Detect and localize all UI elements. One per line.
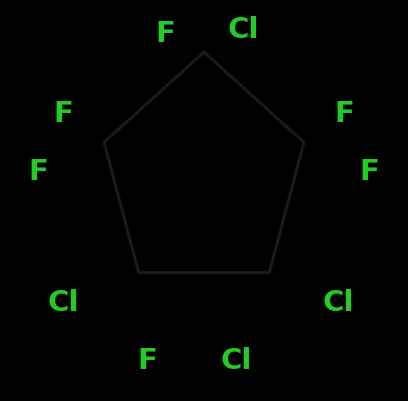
Text: Cl: Cl xyxy=(323,289,355,317)
Text: F: F xyxy=(359,158,379,186)
Text: F: F xyxy=(155,20,175,48)
Text: F: F xyxy=(29,158,49,186)
Text: Cl: Cl xyxy=(47,289,79,317)
Text: F: F xyxy=(137,347,157,375)
Text: F: F xyxy=(53,100,73,128)
Text: Cl: Cl xyxy=(221,347,253,375)
Text: F: F xyxy=(335,100,355,128)
Text: Cl: Cl xyxy=(227,16,259,44)
